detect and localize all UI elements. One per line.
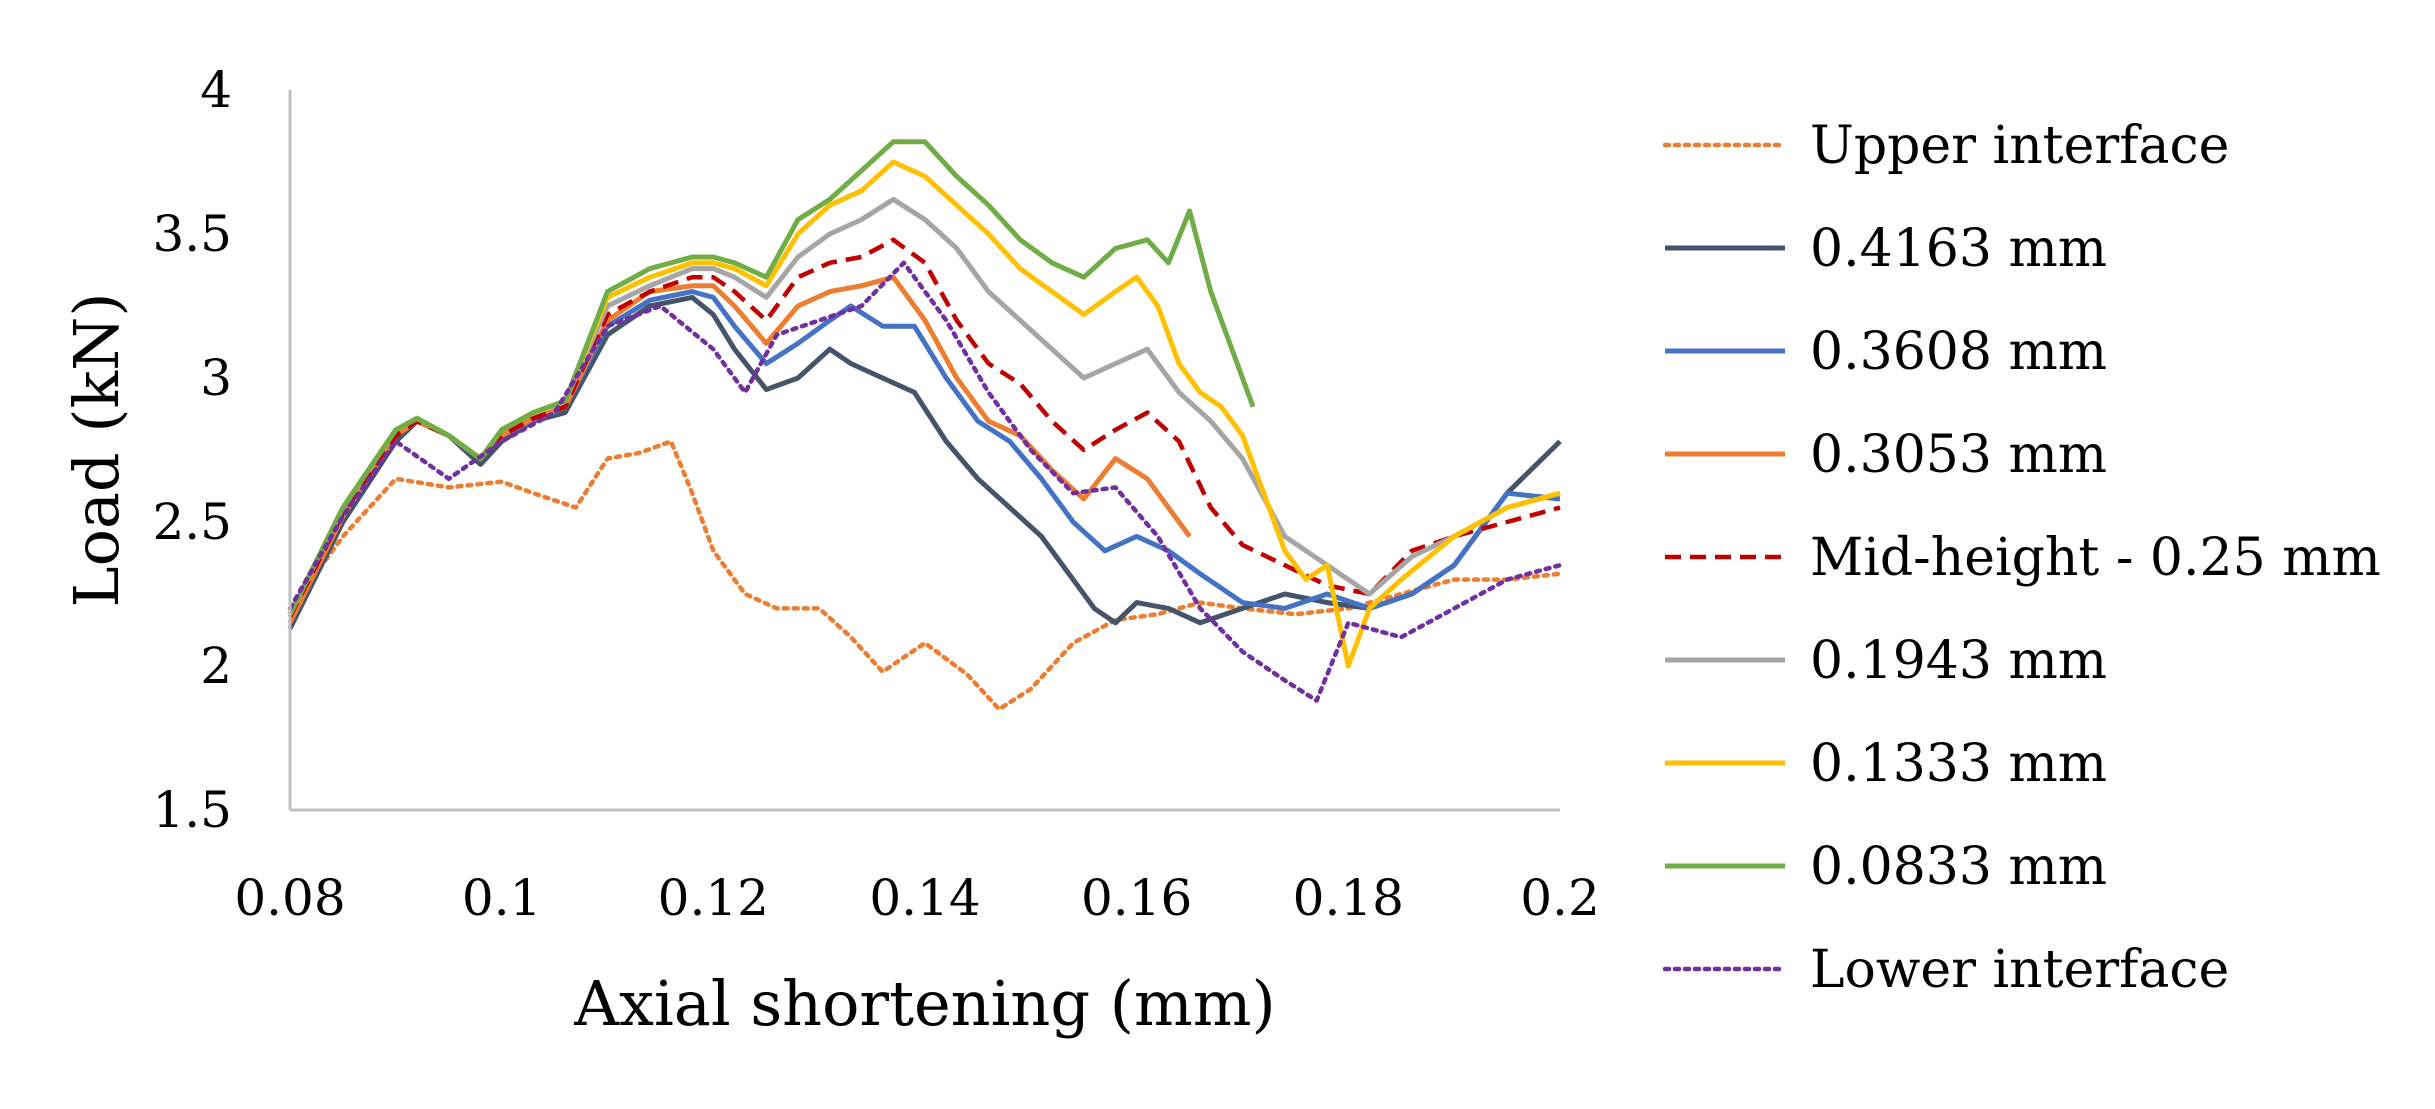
- legend-label: Upper interface: [1810, 116, 2229, 176]
- y-tick-label: 4: [200, 61, 232, 119]
- x-tick-label: 0.1: [462, 869, 542, 927]
- x-axis-title: Axial shortening (mm): [573, 967, 1275, 1040]
- legend-label: 0.3053 mm: [1810, 425, 2107, 485]
- x-tick-label: 0.2: [1520, 869, 1600, 927]
- series-line-8: [287, 260, 1563, 703]
- legend-label: 0.1943 mm: [1810, 631, 2107, 691]
- series-line-0: [287, 439, 1563, 712]
- series-line-6: [287, 159, 1561, 669]
- series-line-7: [287, 139, 1256, 616]
- y-tick-label: 2: [200, 637, 232, 695]
- x-tick-label: 0.12: [658, 869, 769, 927]
- x-tick-labels: 0.08 0.1 0.12 0.14 0.16 0.18 0.2: [234, 869, 1599, 927]
- x-tick-label: 0.14: [869, 869, 980, 927]
- x-tick-label: 0.16: [1081, 869, 1192, 927]
- legend-label: 0.1333 mm: [1810, 734, 2107, 794]
- x-tick-label: 0.08: [234, 869, 345, 927]
- legend-label: Mid-height - 0.25 mm: [1810, 528, 2381, 588]
- series-line-4: [287, 237, 1561, 619]
- x-tick-label: 0.18: [1293, 869, 1404, 927]
- y-tick-labels: 1.5 2 2.5 3 3.5 4: [152, 61, 232, 839]
- legend-label: 0.3608 mm: [1810, 322, 2107, 382]
- y-tick-label: 3: [200, 349, 232, 407]
- legend: Upper interface 0.4163 mm 0.3608 mm 0.3053 …: [1662, 116, 2381, 1000]
- y-tick-label: 3.5: [152, 205, 232, 263]
- legend-label: Lower interface: [1810, 940, 2229, 1000]
- y-tick-label: 2.5: [152, 493, 232, 551]
- y-tick-label: 1.5: [152, 781, 232, 839]
- legend-label: 0.4163 mm: [1810, 219, 2107, 279]
- y-axis-title: Load (kN): [60, 292, 133, 607]
- plot-series: [287, 139, 1563, 712]
- legend-label: 0.0833 mm: [1810, 837, 2107, 897]
